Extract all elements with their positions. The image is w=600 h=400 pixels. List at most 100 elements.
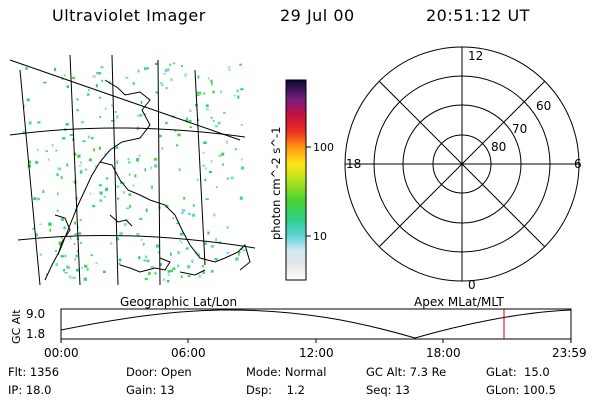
emission-speckle bbox=[49, 228, 51, 232]
emission-speckle bbox=[136, 114, 139, 117]
emission-speckle bbox=[240, 124, 243, 126]
emission-speckle bbox=[223, 111, 226, 114]
emission-speckle bbox=[221, 152, 225, 156]
emission-speckle bbox=[60, 175, 63, 180]
emission-speckle bbox=[79, 165, 82, 167]
emission-speckle bbox=[146, 67, 149, 70]
emission-speckle bbox=[89, 192, 92, 195]
emission-speckle bbox=[203, 141, 207, 144]
emission-speckle bbox=[121, 181, 125, 185]
emission-speckle bbox=[214, 125, 219, 128]
emission-speckle bbox=[29, 165, 32, 168]
emission-speckle bbox=[64, 254, 67, 258]
emission-speckle bbox=[99, 191, 103, 195]
emission-speckle bbox=[212, 90, 215, 94]
emission-speckle bbox=[122, 190, 125, 194]
emission-speckle bbox=[57, 192, 59, 196]
emission-speckle bbox=[80, 161, 82, 165]
emission-speckle bbox=[184, 73, 187, 77]
emission-speckle bbox=[76, 98, 79, 101]
emission-speckle bbox=[87, 89, 90, 92]
emission-speckle bbox=[233, 94, 236, 97]
emission-speckle bbox=[192, 204, 195, 207]
emission-speckle bbox=[143, 259, 146, 262]
emission-speckle bbox=[159, 134, 162, 138]
emission-speckle bbox=[140, 239, 144, 241]
emission-speckle bbox=[86, 93, 90, 96]
door-status: Door: Open bbox=[126, 365, 192, 379]
emission-speckle bbox=[212, 120, 215, 122]
emission-speckle bbox=[104, 107, 107, 110]
emission-speckle bbox=[213, 213, 216, 217]
emission-speckle bbox=[91, 137, 94, 140]
emission-speckle bbox=[78, 232, 82, 235]
emission-speckle bbox=[66, 163, 69, 167]
emission-speckle bbox=[214, 258, 218, 261]
emission-speckle bbox=[176, 222, 180, 225]
emission-speckle bbox=[55, 149, 58, 152]
emission-speckle bbox=[240, 166, 245, 170]
emission-speckle bbox=[144, 277, 148, 281]
emission-speckle bbox=[37, 148, 39, 152]
emission-speckle bbox=[208, 171, 213, 174]
emission-speckle bbox=[74, 258, 77, 261]
emission-speckle bbox=[172, 217, 175, 219]
emission-speckle bbox=[68, 275, 72, 279]
emission-speckle bbox=[170, 78, 173, 82]
colorbar-axis-label: photon cm^-2 s^-1 bbox=[269, 127, 283, 241]
timeline-frame bbox=[60, 308, 572, 340]
emission-speckle bbox=[63, 226, 66, 230]
emission-speckle bbox=[146, 259, 150, 263]
emission-speckle bbox=[159, 82, 163, 84]
emission-speckle bbox=[155, 91, 159, 94]
emission-speckle bbox=[155, 244, 159, 248]
emission-speckle bbox=[26, 98, 30, 102]
emission-speckle bbox=[191, 213, 196, 217]
emission-speckle bbox=[211, 82, 213, 86]
emission-speckle bbox=[139, 217, 143, 220]
emission-speckle bbox=[132, 82, 135, 85]
emission-speckle bbox=[215, 237, 217, 242]
emission-speckle bbox=[207, 77, 210, 80]
emission-speckle bbox=[138, 154, 141, 157]
emission-speckle bbox=[176, 144, 179, 147]
observation-date: 29 Jul 00 bbox=[280, 6, 355, 25]
emission-speckle bbox=[204, 178, 207, 182]
time-tick-2359: 23:59 bbox=[552, 346, 587, 360]
latitude-grid bbox=[9, 127, 256, 249]
emission-speckle bbox=[140, 101, 143, 104]
emission-speckle bbox=[181, 64, 183, 68]
emission-speckle bbox=[144, 255, 148, 259]
emission-speckle bbox=[119, 232, 123, 236]
emission-speckle bbox=[226, 177, 230, 180]
emission-speckle bbox=[205, 198, 209, 200]
emission-speckle bbox=[129, 205, 132, 208]
observation-time: 20:51:12 UT bbox=[426, 6, 530, 25]
emission-speckle bbox=[222, 163, 224, 166]
emission-speckle bbox=[109, 242, 113, 245]
emission-speckle bbox=[199, 91, 202, 95]
emission-speckle bbox=[72, 276, 76, 279]
dsp-value: Dsp: 1.2 bbox=[246, 383, 305, 397]
emission-speckle bbox=[118, 258, 122, 262]
emission-speckle bbox=[61, 236, 63, 239]
time-tick-0600: 06:00 bbox=[171, 346, 206, 360]
emission-speckle bbox=[169, 252, 172, 256]
emission-speckle bbox=[65, 123, 69, 126]
emission-speckle bbox=[42, 189, 45, 194]
time-tick-1200: 12:00 bbox=[299, 346, 334, 360]
emission-speckle bbox=[76, 268, 79, 272]
emission-speckle bbox=[125, 207, 130, 210]
emission-speckle bbox=[114, 146, 116, 150]
emission-speckle bbox=[35, 233, 38, 237]
emission-speckle bbox=[82, 140, 86, 143]
emission-speckle bbox=[167, 273, 170, 277]
emission-speckle bbox=[43, 81, 47, 84]
emission-speckle bbox=[111, 104, 113, 107]
emission-speckle bbox=[144, 168, 147, 172]
emission-speckle bbox=[177, 133, 181, 137]
emission-speckle bbox=[123, 223, 127, 226]
emission-speckle bbox=[145, 208, 148, 212]
emission-speckle bbox=[62, 137, 66, 140]
emission-speckle bbox=[197, 75, 200, 79]
